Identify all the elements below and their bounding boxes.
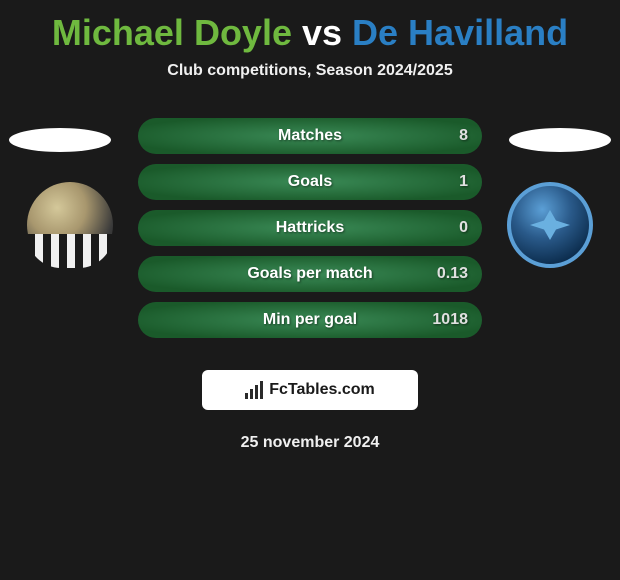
brand-logo-icon (245, 381, 263, 399)
stat-row: Hattricks 0 (138, 210, 482, 246)
club-badge-left (27, 182, 113, 268)
stat-value-right: 1018 (432, 311, 468, 329)
stat-rows: Matches 8 Goals 1 Hattricks 0 Goals per match 0… (138, 118, 482, 348)
stat-row: Goals 1 (138, 164, 482, 200)
subtitle: Club competitions, Season 2024/2025 (0, 62, 620, 110)
vs-text: vs (292, 12, 352, 53)
brand-box[interactable]: FcTables.com (202, 370, 418, 410)
stat-label: Goals (288, 173, 332, 191)
footer-date: 25 november 2024 (0, 410, 620, 452)
stat-row: Goals per match 0.13 (138, 256, 482, 292)
player1-name: Michael Doyle (52, 12, 292, 53)
stat-row: Matches 8 (138, 118, 482, 154)
stat-value-right: 0.13 (437, 265, 468, 283)
brand-text: FcTables.com (269, 381, 375, 399)
comparison-widget: Michael Doyle vs De Havilland Club compe… (0, 0, 620, 452)
stat-label: Matches (278, 127, 342, 145)
comparison-area: Matches 8 Goals 1 Hattricks 0 Goals per match 0… (0, 110, 620, 370)
stat-label: Min per goal (263, 311, 357, 329)
player1-halo (9, 128, 111, 152)
club-badge-right (507, 182, 593, 268)
stat-label: Hattricks (276, 219, 344, 237)
page-title: Michael Doyle vs De Havilland (0, 0, 620, 62)
stat-row: Min per goal 1018 (138, 302, 482, 338)
player2-name: De Havilland (352, 12, 568, 53)
stat-value-right: 0 (459, 219, 468, 237)
stat-label: Goals per match (247, 265, 372, 283)
stat-value-right: 8 (459, 127, 468, 145)
stat-value-right: 1 (459, 173, 468, 191)
player2-halo (509, 128, 611, 152)
